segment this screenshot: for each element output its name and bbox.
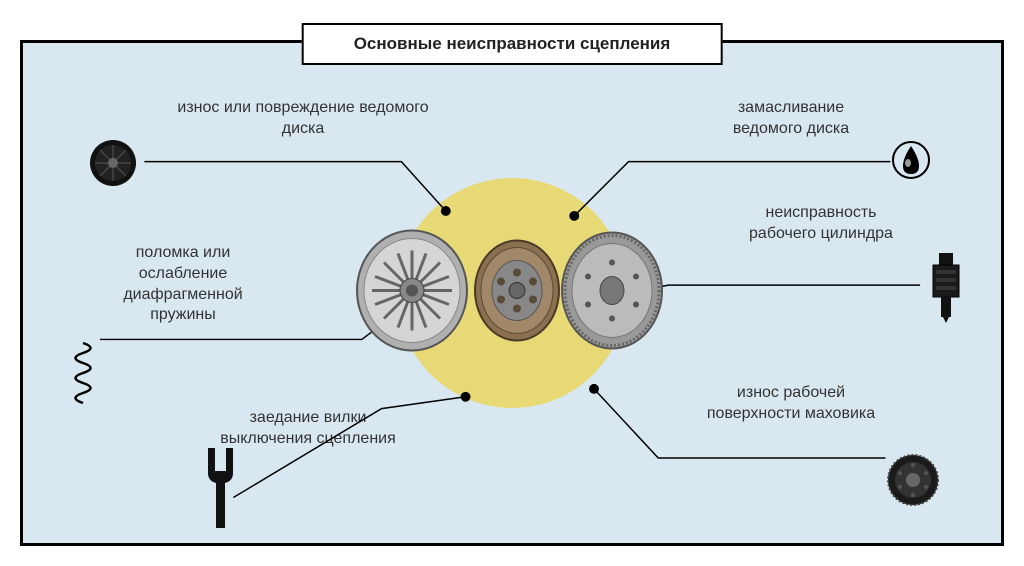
clutch-assembly-illustration — [352, 201, 672, 386]
spring-icon — [63, 338, 103, 413]
oil-drop-icon — [891, 138, 931, 188]
label-top-left: износ или повреждение ведомого диска — [173, 98, 433, 140]
fork-wrench-icon — [198, 443, 243, 538]
cylinder-icon — [921, 248, 971, 328]
label-bottom-right: износ рабочей поверхности маховика — [701, 383, 881, 425]
label-bottom-left: заедание вилки выключения сцепления — [218, 408, 398, 450]
clutch-disc-icon — [88, 138, 138, 193]
label-mid-left: поломка или ослабление диафрагменной пру… — [98, 243, 268, 326]
label-mid-right: неисправность рабочего цилиндра — [736, 203, 906, 245]
diagram-title: Основные неисправности сцепления — [302, 23, 723, 65]
diagram-frame: Основные неисправности сцепления — [20, 40, 1004, 546]
label-top-right: замасливание ведомого диска — [701, 98, 881, 140]
flywheel-icon — [886, 453, 941, 513]
